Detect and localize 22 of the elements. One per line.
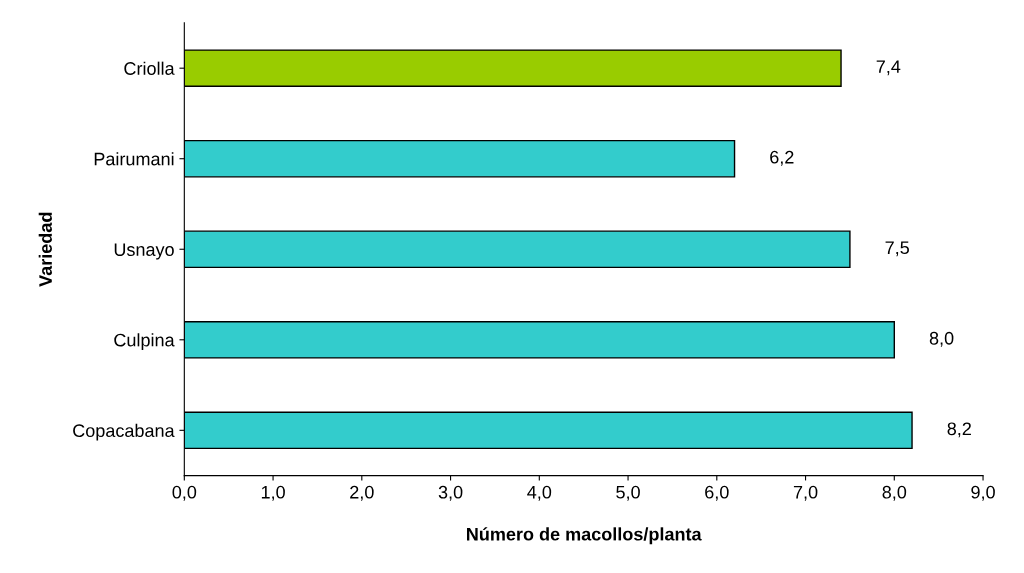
x-tick-label: 0,0 <box>172 485 197 501</box>
y-tick-label: Usnayo <box>114 243 174 260</box>
x-tick-label: 6,0 <box>705 485 729 501</box>
y-tick-label: Criolla <box>124 61 175 75</box>
x-tick-label: 9,0 <box>971 485 995 501</box>
y-tick-label: Pairumani <box>94 152 174 166</box>
x-tick-label: 8,0 <box>882 485 907 501</box>
data-label: 8,0 <box>929 331 954 347</box>
data-label: 8,2 <box>947 422 971 438</box>
x-tick-label: 1,0 <box>261 485 285 501</box>
y-tick-label: Copacabana <box>73 423 175 441</box>
x-tick-label: 5,0 <box>616 485 640 501</box>
y-axis-title: Variedad <box>38 212 52 287</box>
x-axis-title: Número de macollos/planta <box>467 527 702 545</box>
data-label: 6,2 <box>770 150 794 166</box>
data-label: 7,5 <box>885 241 909 257</box>
y-tick-label: Culpina <box>114 333 175 351</box>
x-tick-label: 4,0 <box>527 485 552 501</box>
x-tick-label: 3,0 <box>438 485 463 501</box>
data-label: 7,4 <box>876 60 901 76</box>
x-tick-label: 7,0 <box>793 485 818 501</box>
x-tick-label: 2,0 <box>350 485 374 501</box>
